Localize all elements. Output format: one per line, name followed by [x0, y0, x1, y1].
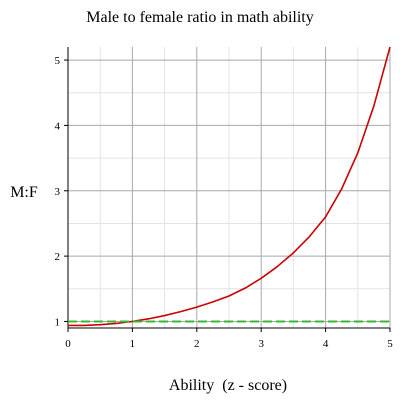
major-grid [68, 47, 391, 328]
minor-grid [68, 47, 390, 328]
y-tick-label: 5 [55, 55, 61, 67]
x-tick-label: 1 [130, 338, 136, 350]
y-tick-label: 4 [55, 120, 61, 132]
chart-title: Male to female ratio in math ability [86, 9, 313, 26]
y-tick-label: 1 [55, 316, 61, 328]
ratio-curve-line [68, 46, 391, 327]
series-group [68, 46, 391, 327]
y-axis-label: M:F [10, 184, 38, 201]
x-tick-label: 4 [323, 338, 329, 350]
x-tick-label: 0 [65, 338, 71, 350]
x-tick-label: 3 [258, 338, 264, 350]
y-tick-label: 2 [55, 251, 61, 263]
x-tick-label: 2 [194, 338, 200, 350]
y-tick-label: 3 [55, 186, 61, 198]
x-tick-label: 5 [387, 338, 393, 350]
axes [64, 47, 391, 332]
x-axis-label: Ability (z - score) [169, 377, 287, 394]
